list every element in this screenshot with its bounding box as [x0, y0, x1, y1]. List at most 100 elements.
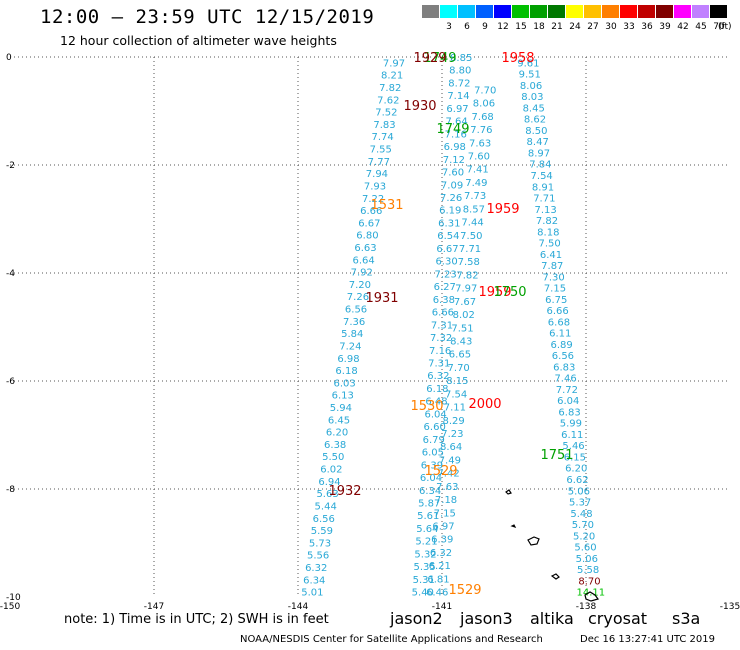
wave-height-value: 5.60 [574, 543, 596, 554]
wave-height-value: 5.06 [568, 486, 590, 497]
wave-height-value: 6.11 [549, 329, 571, 340]
wave-height-value: 5.44 [315, 501, 337, 512]
wave-height-value: 7.64 [445, 117, 467, 128]
legend-unit: (ft) [718, 22, 732, 32]
wave-height-value: 6.48 [425, 397, 447, 408]
wave-height-value: 6.56 [552, 351, 574, 362]
wave-height-value: 8.70 [578, 576, 600, 587]
wave-height-value: 6.46 [426, 588, 448, 599]
wave-height-value: 8.15 [446, 376, 468, 387]
wave-height-value: 6.18 [426, 384, 448, 395]
wave-height-value: 7.49 [465, 178, 487, 189]
y-tick-label: -8 [6, 485, 15, 495]
wave-height-value: 6.04 [557, 396, 579, 407]
wave-height-value: 7.24 [339, 341, 361, 352]
wave-height-value: 5.46 [562, 441, 584, 452]
wave-height-value: 7.70 [474, 85, 496, 96]
satellite-jason3: jason3 [460, 609, 513, 628]
wave-height-value: 5.99 [560, 419, 582, 430]
wave-height-value: 7.13 [535, 205, 557, 216]
wave-height-value: 7.76 [470, 125, 492, 136]
wave-height-value: 7.94 [366, 169, 388, 180]
legend-swatch [584, 5, 601, 18]
wave-height-value: 8.91 [532, 182, 554, 193]
wave-height-value: 8.21 [381, 71, 403, 82]
footer-note: note: 1) Time is in UTC; 2) SWH is in fe… [64, 612, 329, 627]
wave-height-value: 7.09 [441, 180, 463, 191]
wave-height-value: 5.87 [418, 499, 440, 510]
wave-height-value: 6.98 [337, 354, 359, 365]
legend-label: 45 [695, 22, 707, 32]
wave-height-value: 5.70 [572, 520, 594, 531]
time-annotation: 1531 [370, 198, 403, 213]
wave-height-value: 6.64 [353, 255, 375, 266]
wave-height-value: 6.94 [318, 477, 340, 488]
wave-height-value: 6.20 [565, 464, 587, 475]
wave-height-value: 6.38 [324, 440, 346, 451]
wave-height-value: 7.52 [375, 108, 397, 119]
wave-height-value: 7.18 [435, 495, 457, 506]
y-tick-label: 0 [6, 53, 12, 63]
wave-height-value: 6.03 [334, 378, 356, 389]
wave-height-value: 6.56 [313, 514, 335, 525]
wave-height-value: 7.72 [556, 385, 578, 396]
wave-height-value: 7.22 [362, 194, 384, 205]
legend-label: 70 [713, 22, 725, 32]
wave-height-value: 6.39 [421, 460, 443, 471]
wave-height-value: 6.81 [427, 574, 449, 585]
x-tick-label: -144 [288, 602, 309, 612]
wave-height-value: 7.93 [364, 181, 386, 192]
wave-height-value: 7.74 [371, 132, 393, 143]
wave-height-value: 5.21 [415, 537, 437, 548]
time-annotation: 1931 [365, 291, 398, 306]
wave-height-value: 8.06 [520, 81, 542, 92]
wave-height-value: 6.32 [427, 371, 449, 382]
x-tick-label: -150 [0, 602, 20, 612]
wave-height-value: 6.83 [558, 407, 580, 418]
legend-label: 3 [446, 22, 452, 32]
wave-height-value: 5.31 [413, 575, 435, 586]
island-outline [505, 489, 512, 495]
wave-height-value: 8.64 [440, 442, 462, 453]
legend-swatch [458, 5, 475, 18]
legend-swatch [494, 5, 511, 18]
wave-height-value: 7.20 [349, 280, 371, 291]
wave-height-value: 7.63 [469, 138, 491, 149]
satellite-altika: altika [530, 609, 574, 628]
wave-height-value: 7.11 [444, 403, 466, 414]
wave-height-value: 6.97 [446, 104, 468, 115]
wave-height-value: 6.38 [433, 295, 455, 306]
wave-height-value: 8.02 [453, 310, 475, 321]
x-tick-label: -147 [144, 602, 164, 612]
legend-label: 30 [605, 22, 617, 32]
y-tick-label: -4 [6, 269, 15, 279]
legend-label: 21 [551, 22, 563, 32]
wave-height-value: 5.50 [322, 452, 344, 463]
wave-height-value: 7.14 [447, 91, 469, 102]
satellite-s3a: s3a [672, 609, 701, 628]
time-annotation: 1749 [436, 122, 469, 137]
legend-label: 33 [623, 22, 635, 32]
time-annotation: 1530 [410, 399, 443, 414]
wave-height-value: 6.04 [424, 409, 446, 420]
wave-height-value: 7.60 [468, 151, 490, 162]
wave-height-value: 6.66 [432, 308, 454, 319]
wave-height-value: 7.31 [431, 320, 453, 331]
wave-height-value: 6.63 [354, 243, 376, 254]
wave-height-value: 7.12 [443, 155, 465, 166]
wave-height-value: 7.15 [544, 284, 566, 295]
y-tick-label: -10 [6, 593, 21, 603]
wave-height-value: 8.62 [524, 115, 546, 126]
wave-height-value: 7.55 [370, 145, 392, 156]
wave-height-value: 7.70 [448, 363, 470, 374]
wave-height-value: 7.67 [454, 297, 476, 308]
wave-height-value: 6.30 [435, 257, 457, 268]
time-annotation: 1529 [448, 583, 481, 598]
wave-height-value: 6.45 [328, 415, 350, 426]
legend-swatch [674, 5, 691, 18]
legend-label: 9 [482, 22, 488, 32]
generated-timestamp: Dec 16 13:27:41 UTC 2019 [580, 634, 715, 645]
wave-height-value: 9.61 [517, 58, 539, 69]
wave-height-value: 7.62 [377, 95, 399, 106]
wave-height-value: 7.73 [464, 191, 486, 202]
